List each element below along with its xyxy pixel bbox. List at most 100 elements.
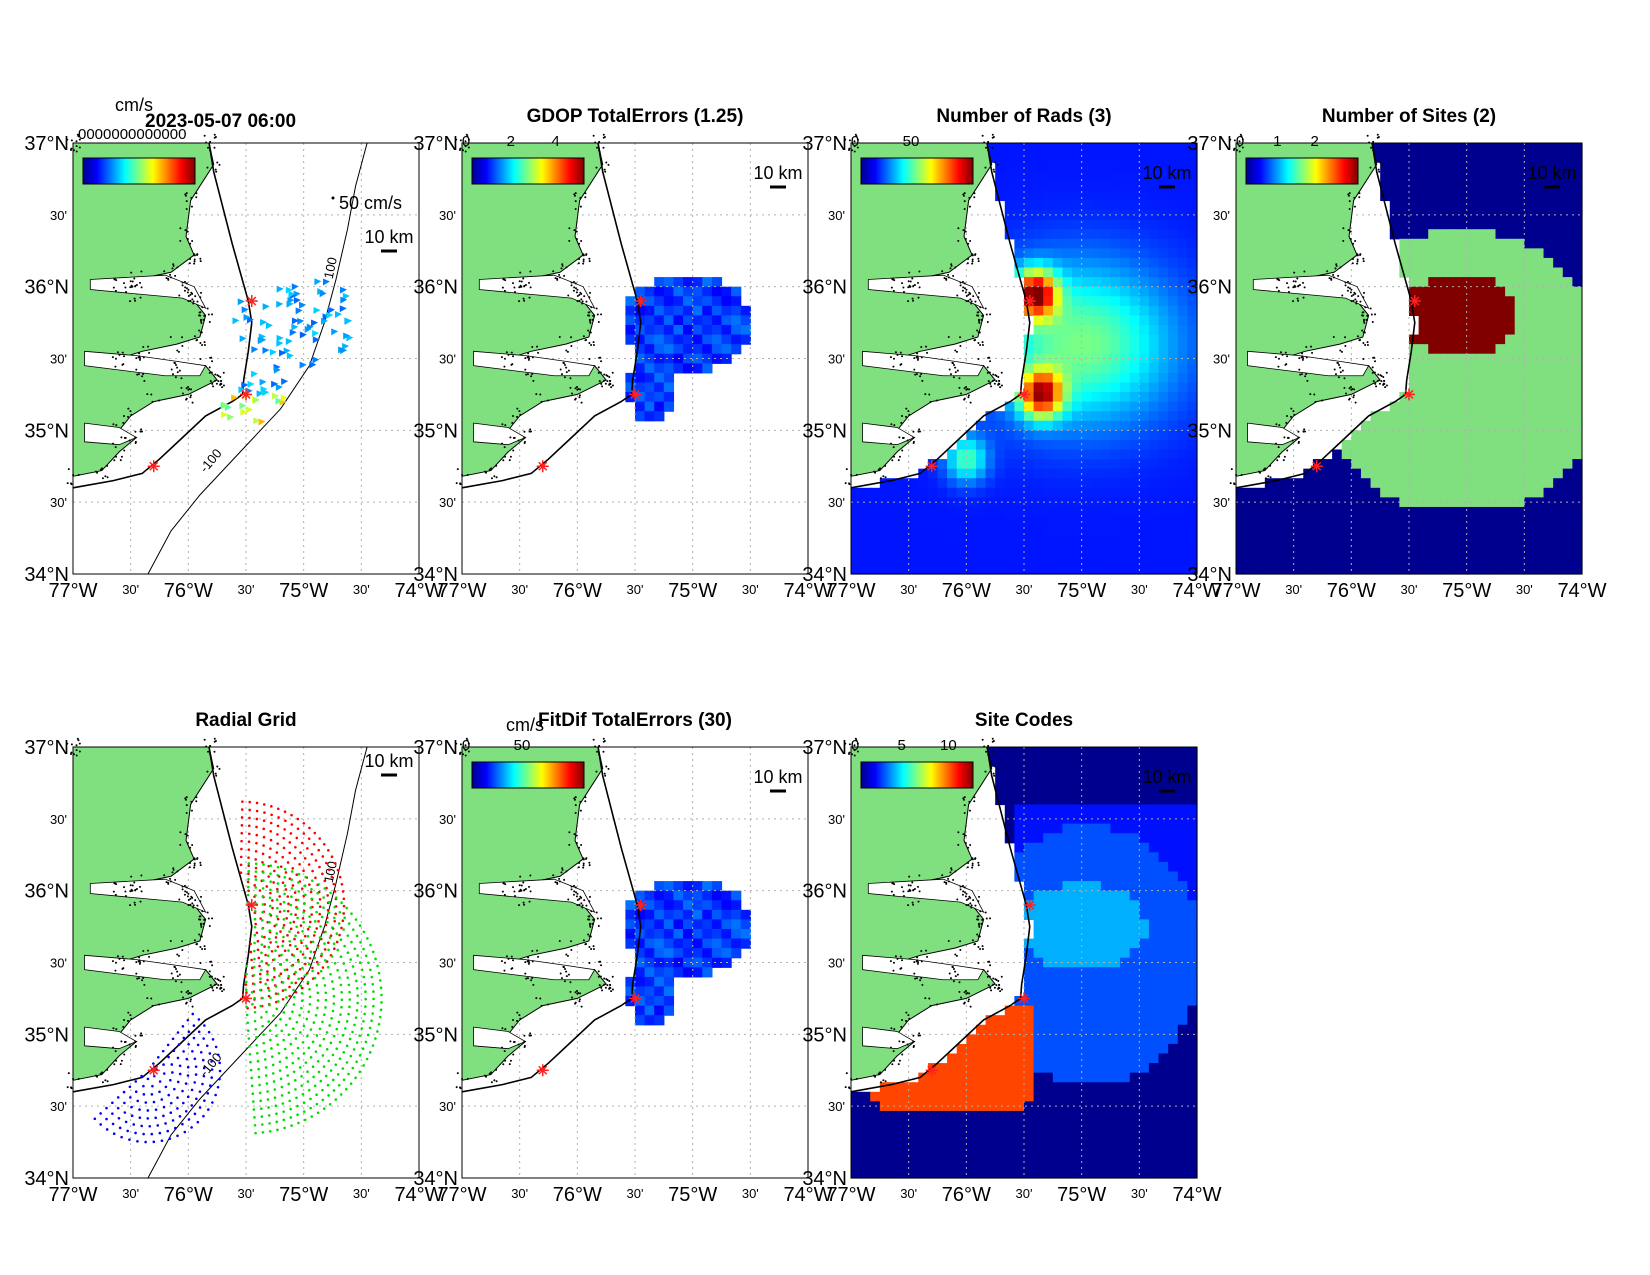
heatmap-cell: [1505, 420, 1516, 431]
heatmap-cell: [1158, 392, 1169, 403]
heatmap-cell: [1033, 305, 1044, 316]
coast-dot: [995, 375, 998, 378]
coast-dot: [943, 277, 946, 280]
heatmap-cell: [1177, 315, 1188, 326]
radial-grid-point: [284, 1003, 288, 1007]
current-vector: [246, 316, 254, 324]
coast-dot: [115, 279, 118, 282]
coast-dot: [603, 135, 606, 138]
coast-dot: [203, 341, 206, 344]
heatmap-cell: [1168, 238, 1179, 249]
current-vector: [299, 331, 307, 339]
radial-grid-point: [343, 944, 346, 948]
lon-tick-label: 75°W: [279, 1184, 328, 1206]
heatmap-cell: [1014, 152, 1025, 163]
coast-dot: [967, 299, 970, 302]
heatmap-cell: [711, 286, 723, 297]
radial-grid-point: [290, 981, 293, 985]
heatmap-cell: [1293, 564, 1304, 575]
heatmap-cell: [1543, 545, 1554, 556]
coast-dot: [176, 371, 179, 374]
heatmap-cell: [1466, 449, 1477, 460]
radial-grid-point: [148, 1124, 152, 1128]
coast-dot: [459, 139, 462, 142]
radial-grid-point: [172, 1049, 176, 1053]
heatmap-cell: [1043, 526, 1054, 537]
heatmap-cell: [1033, 344, 1044, 355]
heatmap-cell: [1457, 468, 1468, 479]
heatmap-cell: [1168, 143, 1179, 154]
heatmap-cell: [1293, 516, 1304, 527]
coast-dot: [954, 371, 957, 374]
heatmap-cell: [1485, 238, 1497, 249]
heatmap-cell: [1100, 267, 1112, 278]
radial-grid-point: [130, 1114, 134, 1118]
site-marker-stroke: [1410, 296, 1420, 306]
heatmap-cell: [1072, 305, 1083, 316]
heatmap-cell: [1177, 267, 1188, 278]
coast-dot: [526, 373, 529, 376]
heatmap-cell: [1533, 372, 1545, 384]
radial-grid-point: [335, 1047, 339, 1050]
heatmap-cell: [1091, 171, 1102, 182]
coast-dot: [512, 355, 515, 358]
heatmap-cell: [927, 468, 939, 479]
heatmap-cell: [740, 305, 751, 316]
heatmap-cell: [899, 564, 910, 575]
heatmap-cell: [673, 315, 684, 326]
radial-grid-point: [332, 987, 335, 991]
lat-minor-tick-label: 30': [1213, 495, 1230, 510]
coast-dot: [112, 890, 115, 893]
heatmap-cell: [654, 928, 665, 940]
heatmap-cell: [1457, 526, 1468, 537]
heatmap-cell: [1139, 353, 1150, 364]
coast-dot: [212, 385, 215, 388]
heatmap-cell: [1562, 238, 1573, 249]
heatmap-cell: [1062, 478, 1073, 489]
heatmap-cell: [1148, 353, 1160, 364]
heatmap-cell: [1562, 401, 1573, 412]
heatmap-cell: [1476, 305, 1487, 316]
radial-grid-point: [247, 864, 251, 868]
heatmap-cell: [1447, 449, 1458, 460]
coast-dot: [558, 335, 561, 338]
coast-dot: [174, 980, 177, 983]
heatmap-cell: [1341, 497, 1352, 508]
heatmap-cell: [1505, 363, 1516, 374]
heatmap-cell: [1485, 372, 1497, 384]
coast-dot: [1343, 386, 1346, 389]
heatmap-cell: [1168, 190, 1179, 202]
heatmap-cell: [1129, 516, 1140, 527]
radial-grid-point: [364, 990, 367, 994]
heatmap-cell: [1100, 229, 1112, 240]
heatmap-cell: [1428, 411, 1439, 422]
heatmap-cell: [1485, 344, 1497, 355]
heatmap-cell: [1572, 334, 1583, 345]
coast-dot: [1296, 277, 1299, 280]
coast-dot: [184, 229, 187, 232]
coast-dot: [75, 744, 78, 747]
heatmap-cell: [1139, 162, 1150, 173]
radial-grid-point: [286, 909, 290, 913]
coast-dot: [558, 276, 561, 279]
coast-dot: [115, 424, 118, 427]
heatmap-cell: [1024, 353, 1035, 364]
radial-grid-point: [246, 1029, 250, 1032]
heatmap-cell: [1476, 353, 1487, 364]
coast-dot: [558, 273, 561, 276]
heatmap-cell: [937, 506, 948, 518]
heatmap-cell: [995, 411, 1006, 422]
coast-dot: [918, 286, 921, 289]
heatmap-cell: [1081, 257, 1092, 269]
heatmap-cell: [1572, 344, 1583, 355]
heatmap-cell: [1399, 420, 1410, 431]
heatmap-cell: [1158, 257, 1169, 269]
radial-grid-point: [325, 960, 329, 963]
coast-dot: [973, 196, 976, 199]
heatmap-cell: [1562, 229, 1573, 240]
heatmap-cell: [1081, 181, 1092, 192]
heatmap-cell: [1360, 554, 1372, 566]
heatmap-cell: [985, 459, 996, 470]
heatmap-cell: [985, 468, 996, 479]
coast-dot: [151, 1004, 154, 1007]
